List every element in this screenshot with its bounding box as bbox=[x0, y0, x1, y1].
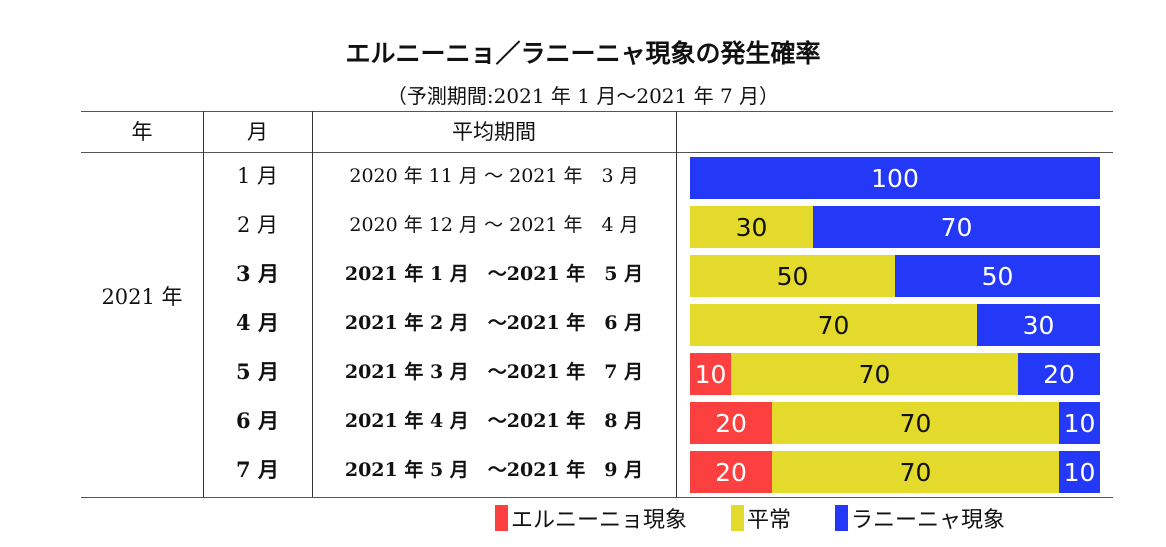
month-label: 6 月 bbox=[236, 408, 279, 433]
month-label: 7 月 bbox=[236, 457, 279, 482]
bar-segment: 20 bbox=[1018, 353, 1100, 395]
bar-segment: 70 bbox=[690, 304, 977, 346]
table-top-rule bbox=[81, 111, 1113, 112]
legend-item: エルニーニョ現象 bbox=[495, 502, 687, 534]
bar-segment: 10 bbox=[1059, 451, 1100, 493]
period-label: 2021 年 1 月 ～2021 年 5 月 bbox=[344, 263, 644, 285]
bar-segment: 20 bbox=[690, 402, 772, 444]
column-divider bbox=[676, 111, 677, 497]
chart-title: エルニーニョ／ラニーニャ現象の発生確率 bbox=[345, 39, 821, 68]
header-month: 月 bbox=[247, 120, 268, 144]
month-label: 5 月 bbox=[236, 359, 279, 384]
month-label: 1 月 bbox=[236, 164, 279, 188]
bar-segment: 10 bbox=[1059, 402, 1100, 444]
month-label: 4 月 bbox=[236, 310, 279, 335]
chart-subtitle: （予測期間:2021 年 1 月～2021 年 7 月） bbox=[386, 84, 780, 108]
table-bottom-rule bbox=[81, 497, 1113, 498]
legend-item: ラニーニャ現象 bbox=[835, 502, 1005, 534]
period-label: 2021 年 5 月 ～2021 年 9 月 bbox=[344, 459, 644, 481]
bar-segment: 70 bbox=[772, 451, 1059, 493]
bar-segment: 10 bbox=[690, 353, 731, 395]
column-divider bbox=[203, 111, 204, 497]
header-period: 平均期間 bbox=[452, 120, 536, 144]
legend-label: ラニーニャ現象 bbox=[851, 508, 1006, 533]
period-label: 2020 年 12 月 ～ 2021 年 4 月 bbox=[349, 214, 639, 236]
column-divider bbox=[312, 111, 313, 497]
month-label: 2 月 bbox=[236, 213, 279, 237]
bar-segment: 30 bbox=[977, 304, 1100, 346]
legend-label: エルニーニョ現象 bbox=[511, 508, 688, 533]
month-label: 3 月 bbox=[236, 261, 279, 286]
bar-segment: 70 bbox=[772, 402, 1059, 444]
bar-segment: 70 bbox=[813, 206, 1100, 248]
period-label: 2021 年 4 月 ～2021 年 8 月 bbox=[344, 410, 644, 432]
bar-segment: 100 bbox=[690, 157, 1100, 199]
legend: エルニーニョ現象 平常 ラニーニャ現象 bbox=[495, 502, 1005, 534]
bar-segment: 30 bbox=[690, 206, 813, 248]
bar-segment: 50 bbox=[895, 255, 1100, 297]
legend-label: 平常 bbox=[747, 508, 792, 533]
table-header-rule bbox=[81, 152, 1113, 153]
header-year: 年 bbox=[131, 120, 153, 144]
period-label: 2021 年 3 月 ～2021 年 7 月 bbox=[344, 361, 644, 383]
legend-swatch bbox=[835, 505, 849, 531]
bar-segment: 50 bbox=[690, 255, 895, 297]
legend-swatch bbox=[495, 505, 508, 531]
period-label: 2021 年 2 月 ～2021 年 6 月 bbox=[344, 312, 644, 334]
year-label: 2021 年 bbox=[101, 285, 183, 309]
legend-swatch bbox=[731, 505, 745, 531]
bar-segment: 20 bbox=[690, 451, 772, 493]
legend-item: 平常 bbox=[731, 502, 791, 534]
period-label: 2020 年 11 月 ～ 2021 年 3 月 bbox=[349, 165, 639, 187]
bar-segment: 70 bbox=[731, 353, 1018, 395]
